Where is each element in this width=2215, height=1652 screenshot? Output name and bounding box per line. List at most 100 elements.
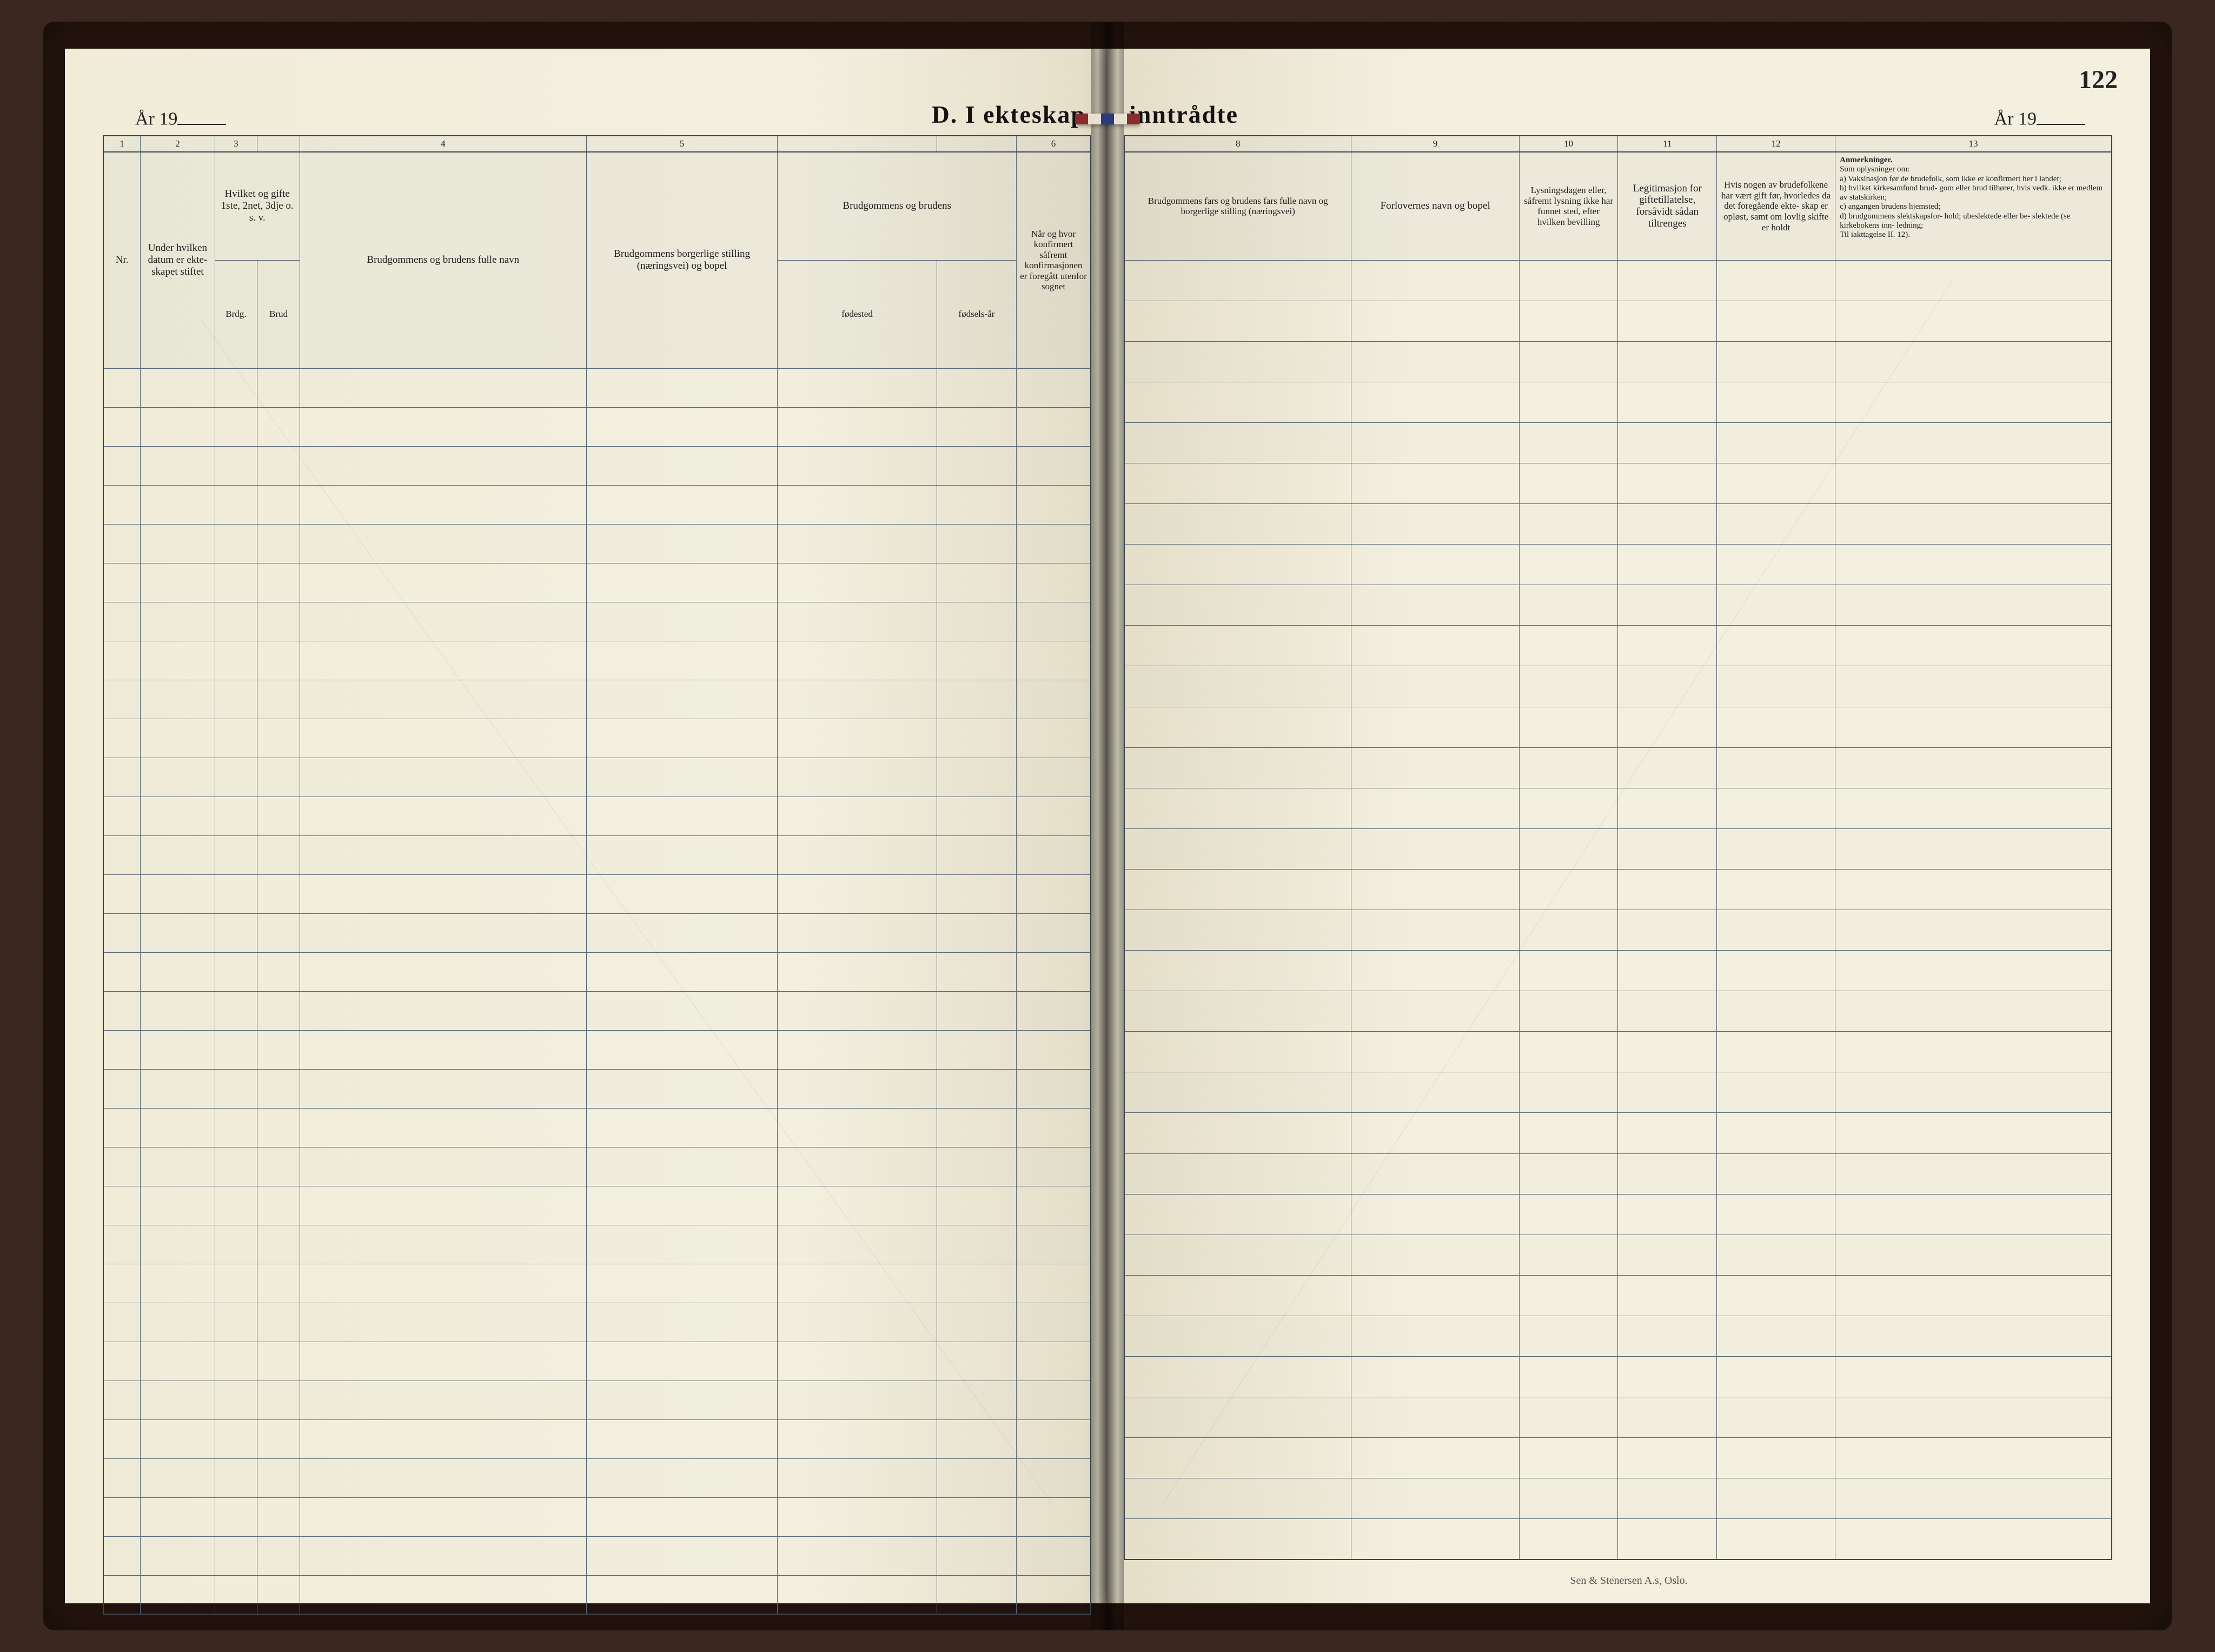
cell (300, 1264, 586, 1303)
col-subheader: Brdg. (215, 260, 257, 368)
cell (1124, 910, 1351, 951)
cell (586, 1186, 777, 1225)
cell (937, 1458, 1016, 1497)
cell (1618, 1397, 1717, 1438)
cell (1351, 382, 1519, 422)
cell (141, 1147, 215, 1186)
title-left: D. I ekteskap (932, 100, 1086, 129)
cell (1835, 341, 2112, 382)
cell (1017, 407, 1091, 446)
cell (141, 446, 215, 485)
col-header: Brudgommens borgerlige stilling (nærings… (586, 152, 777, 368)
cell (1835, 1235, 2112, 1275)
cell (103, 368, 141, 407)
cell (1017, 719, 1091, 758)
cell (300, 1069, 586, 1108)
cell (103, 1419, 141, 1458)
cell (215, 1225, 257, 1264)
cell (1124, 828, 1351, 869)
cell (1618, 341, 1717, 382)
cell (1618, 666, 1717, 707)
table-row (103, 835, 1091, 874)
table-row (1124, 1357, 2112, 1397)
col-header: Brudgommens og brudens fulle navn (300, 152, 586, 368)
cell (1618, 1438, 1717, 1478)
cell (141, 1497, 215, 1536)
ledger-table-left: 123456 Nr.Under hvilken datum er ekte- s… (103, 135, 1091, 1615)
cell (300, 1497, 586, 1536)
notes-line: Til iakttagelse II. 12). (1840, 230, 2107, 240)
cell (1717, 382, 1835, 422)
cell (1835, 1032, 2112, 1072)
cell (1351, 626, 1519, 666)
cell (300, 485, 586, 524)
cell (1618, 1072, 1717, 1113)
cell (1519, 301, 1618, 341)
cell (257, 368, 300, 407)
cell (141, 485, 215, 524)
ledger-table-right: 8910111213 Brudgommens fars og brudens f… (1124, 135, 2112, 1560)
cell (1717, 869, 1835, 910)
cell (1519, 545, 1618, 585)
cell (103, 1264, 141, 1303)
cell (937, 874, 1016, 913)
cell (1717, 747, 1835, 788)
cell (1717, 341, 1835, 382)
cell (586, 485, 777, 524)
cell (937, 1536, 1016, 1575)
cell (103, 952, 141, 991)
cell (1835, 1113, 2112, 1153)
table-row (103, 913, 1091, 952)
cell (1351, 1438, 1519, 1478)
cell (586, 1381, 777, 1419)
table-row (1124, 1235, 2112, 1275)
cell (257, 1303, 300, 1342)
cell (1717, 1519, 1835, 1560)
cell (778, 680, 937, 719)
cell (937, 835, 1016, 874)
cell (586, 797, 777, 835)
cell (1124, 463, 1351, 503)
cell (1835, 991, 2112, 1032)
cell (1618, 463, 1717, 503)
cell (586, 1108, 777, 1147)
table-row (1124, 1032, 2112, 1072)
table-row (103, 680, 1091, 719)
cell (1618, 1194, 1717, 1235)
cell (778, 1147, 937, 1186)
cell (1017, 991, 1091, 1030)
cell (103, 446, 141, 485)
cell (1835, 1478, 2112, 1519)
cell (300, 524, 586, 563)
cell (1835, 626, 2112, 666)
cell (586, 368, 777, 407)
cell (586, 641, 777, 680)
cell (257, 1536, 300, 1575)
cell (1835, 1072, 2112, 1113)
col-header: Anmerkninger.Som oplysninger om:a) Vaksi… (1835, 152, 2112, 260)
cell (1017, 1497, 1091, 1536)
table-row (1124, 1519, 2112, 1560)
cell (1618, 1032, 1717, 1072)
cell (586, 719, 777, 758)
col-header: Forlovernes navn og bopel (1351, 152, 1519, 260)
cell (300, 913, 586, 952)
cell (1519, 1072, 1618, 1113)
table-row (103, 368, 1091, 407)
table-row (103, 1381, 1091, 1419)
cell (586, 1147, 777, 1186)
cell (257, 719, 300, 758)
cell (1519, 991, 1618, 1032)
table-row (1124, 828, 2112, 869)
cell (1835, 422, 2112, 463)
notes-line: Som oplysninger om: (1840, 165, 2107, 174)
cell (257, 952, 300, 991)
cell (1618, 585, 1717, 626)
table-row (103, 641, 1091, 680)
cell (141, 719, 215, 758)
cell (1124, 1072, 1351, 1113)
cell (300, 1303, 586, 1342)
cell (300, 1342, 586, 1381)
cell (1717, 1032, 1835, 1072)
cell (1618, 422, 1717, 463)
